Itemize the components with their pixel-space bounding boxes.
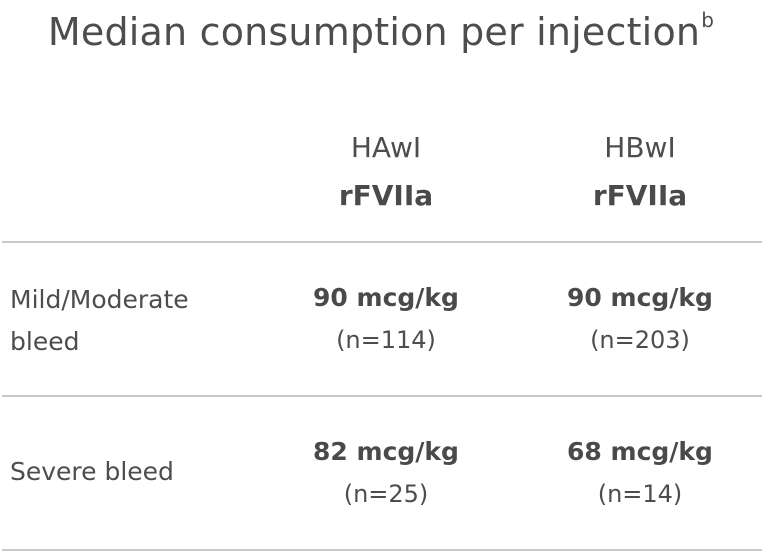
row-label-line: bleed xyxy=(10,327,80,356)
dose-value: 90 mcg/kg xyxy=(313,283,459,312)
table-cell-mild-hbwi: 90 mcg/kg (n=203) xyxy=(540,278,740,362)
table-title: Median consumption per injectionb xyxy=(0,8,762,54)
sample-size: (n=14) xyxy=(597,480,683,508)
column-group-label: HAwI xyxy=(350,131,422,164)
row-divider xyxy=(2,395,762,397)
table-bottom-divider xyxy=(2,549,762,551)
dose-value: 82 mcg/kg xyxy=(313,437,459,466)
sample-size: (n=114) xyxy=(336,326,436,354)
row-label-mild-moderate: Mild/Moderate bleed xyxy=(10,279,189,363)
row-label-severe: Severe bleed xyxy=(10,451,174,493)
sample-size: (n=203) xyxy=(590,326,690,354)
column-drug-label: rFVIIa xyxy=(338,179,434,212)
dose-value: 68 mcg/kg xyxy=(567,437,713,466)
column-header-hbwi: HBwI rFVIIa xyxy=(540,128,740,224)
table-cell-severe-hawi: 82 mcg/kg (n=25) xyxy=(286,432,486,516)
column-group-label: HBwI xyxy=(604,131,676,164)
header-divider xyxy=(2,241,762,243)
table-cell-severe-hbwi: 68 mcg/kg (n=14) xyxy=(540,432,740,516)
sample-size: (n=25) xyxy=(343,480,429,508)
table-cell-mild-hawi: 90 mcg/kg (n=114) xyxy=(286,278,486,362)
column-header-hawi: HAwI rFVIIa xyxy=(286,128,486,224)
title-footnote-marker: b xyxy=(701,8,715,32)
row-label-line: Severe bleed xyxy=(10,457,174,486)
dose-value: 90 mcg/kg xyxy=(567,283,713,312)
row-label-line: Mild/Moderate xyxy=(10,285,189,314)
title-text: Median consumption per injection xyxy=(47,10,701,54)
column-drug-label: rFVIIa xyxy=(592,179,688,212)
